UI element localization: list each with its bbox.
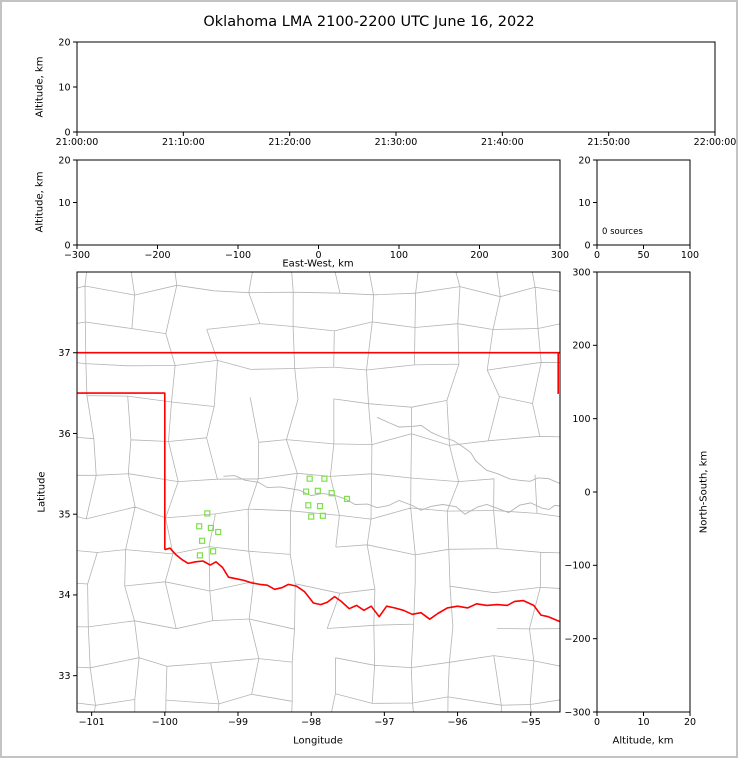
station-marker <box>215 528 222 536</box>
time-axis-ticks: 21:00:00 21:10:00 21:20:00 21:30:00 21:40:00… <box>56 37 736 148</box>
hist-axis-ticks: 0 50 100 0 10 20 <box>578 155 699 261</box>
tick-label: 300 <box>572 267 590 278</box>
station-marker <box>314 487 321 494</box>
station-marker <box>308 513 315 520</box>
tick-label: −100 <box>564 561 590 572</box>
tick-label: 0 <box>64 127 70 138</box>
station-marker <box>204 510 211 517</box>
county-boundaries <box>77 272 560 712</box>
tick-label: −97 <box>374 717 394 728</box>
tick-label: −300 <box>64 250 90 261</box>
tick-label: −96 <box>448 717 468 728</box>
tick-label: 0 <box>594 717 600 728</box>
ns-axis-ticks: 0 10 20 −300 −200 −100 0 100 200 300 <box>564 267 696 728</box>
time-panel-ylabel: Altitude, km <box>34 56 46 118</box>
station-marker <box>303 488 310 495</box>
tick-label: 300 <box>551 250 569 261</box>
station-marker <box>319 512 326 519</box>
tick-label: 20 <box>58 37 70 48</box>
tick-label: 21:10:00 <box>162 137 205 148</box>
tick-label: −100 <box>152 717 178 728</box>
tick-label: 34 <box>58 590 70 601</box>
oklahoma-red-river-border <box>164 547 560 623</box>
tick-label: −300 <box>564 707 590 718</box>
tick-label: 10 <box>578 198 590 209</box>
tick-label: 33 <box>58 671 70 682</box>
tick-label: 200 <box>572 341 590 352</box>
station-marker <box>196 552 203 559</box>
ns-panel-xlabel: Altitude, km <box>612 735 674 747</box>
tick-label: 21:30:00 <box>375 137 418 148</box>
tick-label: 100 <box>390 250 408 261</box>
tick-label: 10 <box>58 82 70 93</box>
tick-label: −98 <box>301 717 321 728</box>
tick-label: 0 <box>584 487 590 498</box>
ew-panel-ylabel: Altitude, km <box>34 171 46 233</box>
tick-label: 0 <box>594 250 600 261</box>
tick-label: −99 <box>228 717 248 728</box>
tick-label: 0 <box>64 240 70 251</box>
station-marker <box>343 495 351 502</box>
source-count-annotation: 0 sources <box>602 227 643 237</box>
station-marker <box>207 524 214 532</box>
ns-panel-ylabel: North-South, km <box>698 450 710 534</box>
tick-label: 22:00:00 <box>694 137 736 148</box>
map-layers <box>77 272 560 712</box>
tick-label: 10 <box>637 717 649 728</box>
map-xlabel: Longitude <box>293 735 343 747</box>
tick-label: −100 <box>225 250 251 261</box>
ns-altitude-panel-frame <box>596 271 691 713</box>
tick-label: −200 <box>564 634 590 645</box>
tick-label: 100 <box>572 414 590 425</box>
station-marker <box>306 475 313 482</box>
station-marker <box>199 537 206 544</box>
tick-label: 10 <box>58 198 70 209</box>
tick-label: 21:00:00 <box>56 137 99 148</box>
tick-label: 0 <box>584 240 590 251</box>
map-panel-frame <box>76 271 561 713</box>
tick-label: 20 <box>578 155 590 166</box>
tick-label: 20 <box>58 155 70 166</box>
map-ylabel: Latitude <box>36 471 48 513</box>
oklahoma-panhandle-west-border <box>77 392 166 550</box>
tick-label: 50 <box>637 250 649 261</box>
tick-label: 20 <box>684 717 696 728</box>
ew-panel-xlabel: East-West, km <box>282 258 354 270</box>
station-marker <box>328 490 335 497</box>
canadian-river <box>223 475 560 515</box>
tick-label: 37 <box>58 348 70 359</box>
tick-label: 21:20:00 <box>268 137 311 148</box>
tick-label: −200 <box>144 250 170 261</box>
tick-label: −95 <box>521 717 541 728</box>
tick-label: 0 <box>315 250 321 261</box>
tick-label: 21:40:00 <box>481 137 524 148</box>
tick-label: 36 <box>58 429 70 440</box>
station-marker <box>196 523 203 530</box>
tick-label: 35 <box>58 510 70 521</box>
tick-label: 200 <box>470 250 488 261</box>
ew-axis-ticks: −300 −200 −100 0 100 200 300 0 10 20 <box>58 155 569 261</box>
time-altitude-panel-frame <box>76 41 716 133</box>
station-marker <box>316 503 324 510</box>
station-marker <box>305 502 312 509</box>
tick-label: 100 <box>681 250 699 261</box>
station-marker <box>321 475 328 482</box>
chart-title: Oklahoma LMA 2100-2200 UTC June 16, 2022 <box>203 14 535 30</box>
ew-altitude-panel-frame <box>76 159 561 246</box>
tick-label: −101 <box>79 717 105 728</box>
station-marker <box>210 548 217 555</box>
arkansas-river <box>376 416 560 484</box>
tick-label: 21:50:00 <box>587 137 630 148</box>
map-axis-ticks: −101 −100 −99 −98 −97 −96 −95 33 34 35 36 37 <box>58 348 540 728</box>
